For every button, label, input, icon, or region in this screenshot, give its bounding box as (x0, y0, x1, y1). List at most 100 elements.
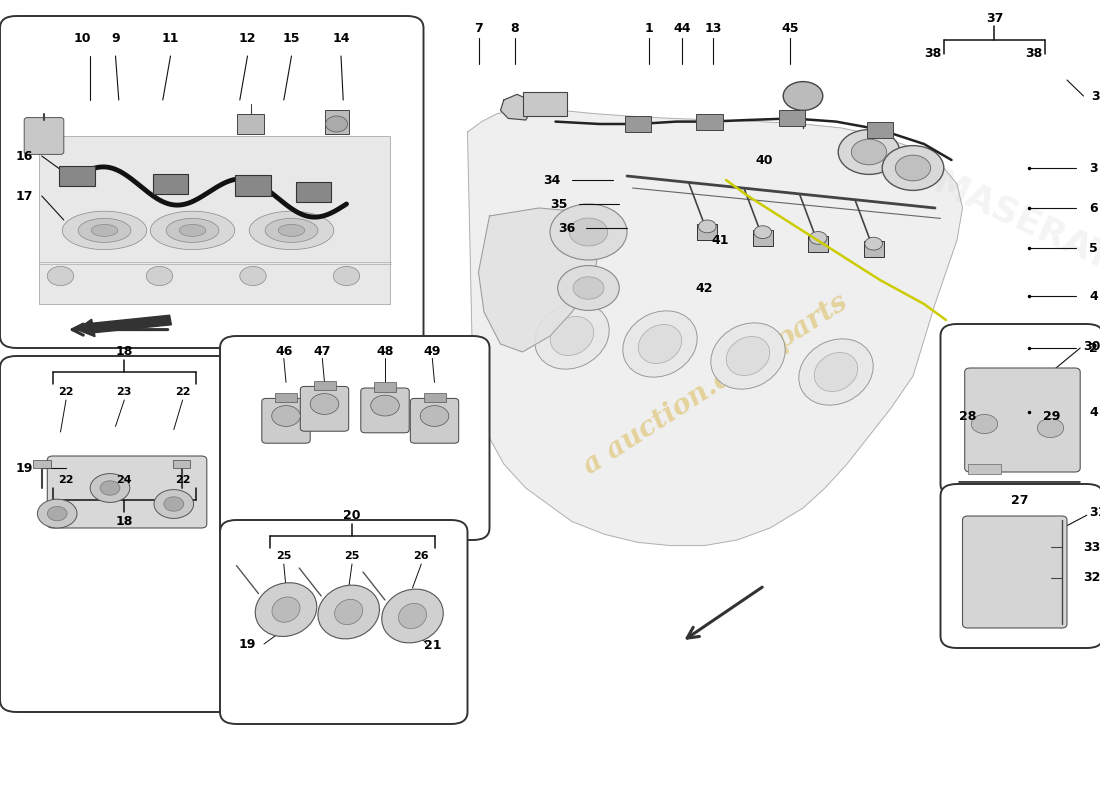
Circle shape (47, 506, 67, 521)
Text: 5: 5 (1089, 242, 1098, 254)
Circle shape (47, 266, 74, 286)
FancyBboxPatch shape (300, 386, 349, 431)
FancyBboxPatch shape (940, 484, 1100, 648)
Text: 4: 4 (1089, 406, 1098, 418)
Text: 34: 34 (543, 174, 561, 186)
Text: 42: 42 (695, 282, 713, 294)
Ellipse shape (382, 589, 443, 643)
Text: 29: 29 (1043, 410, 1060, 422)
Circle shape (272, 406, 300, 426)
Bar (625, 116, 651, 132)
Bar (173, 460, 190, 468)
Ellipse shape (726, 337, 770, 375)
FancyBboxPatch shape (361, 388, 409, 433)
Text: 15: 15 (283, 32, 300, 45)
Ellipse shape (250, 211, 333, 250)
FancyBboxPatch shape (47, 456, 207, 528)
Circle shape (570, 218, 607, 246)
Text: MASERATI: MASERATI (928, 165, 1100, 283)
Text: 2: 2 (1089, 342, 1098, 354)
Text: 23: 23 (117, 387, 132, 397)
Circle shape (333, 266, 360, 286)
Circle shape (838, 130, 900, 174)
Text: 22: 22 (58, 387, 74, 397)
Ellipse shape (711, 323, 785, 389)
Ellipse shape (623, 311, 697, 377)
Text: 24: 24 (117, 475, 132, 485)
Text: 39: 39 (1091, 90, 1100, 102)
Bar (864, 242, 883, 258)
Ellipse shape (91, 224, 118, 237)
Circle shape (573, 277, 604, 299)
Text: 22: 22 (175, 387, 190, 397)
Bar (696, 114, 723, 130)
FancyBboxPatch shape (0, 356, 236, 712)
Circle shape (420, 406, 449, 426)
Text: 9: 9 (111, 32, 120, 45)
FancyBboxPatch shape (262, 398, 310, 443)
Text: 4: 4 (1089, 290, 1098, 302)
Ellipse shape (179, 224, 206, 237)
Circle shape (971, 414, 998, 434)
Bar (867, 122, 893, 138)
Text: 48: 48 (376, 346, 394, 358)
Text: 47: 47 (314, 346, 331, 358)
FancyBboxPatch shape (220, 520, 468, 724)
Circle shape (310, 394, 339, 414)
Bar (324, 110, 349, 134)
Circle shape (550, 204, 627, 260)
Text: 19: 19 (239, 638, 256, 650)
Circle shape (865, 238, 882, 250)
Ellipse shape (550, 317, 594, 355)
Bar (968, 464, 1001, 474)
Bar (235, 175, 271, 196)
Ellipse shape (78, 218, 131, 242)
Bar (752, 230, 772, 246)
FancyBboxPatch shape (962, 516, 1067, 628)
Text: 17: 17 (15, 190, 33, 202)
Circle shape (146, 266, 173, 286)
FancyBboxPatch shape (24, 118, 64, 154)
Text: 20: 20 (343, 509, 361, 522)
Circle shape (882, 146, 944, 190)
Text: 1: 1 (645, 22, 653, 34)
Text: 19: 19 (15, 462, 33, 474)
Ellipse shape (535, 303, 609, 369)
Text: 41: 41 (712, 234, 729, 246)
Text: 10: 10 (74, 32, 91, 45)
Text: 30: 30 (1084, 340, 1100, 353)
Polygon shape (478, 208, 600, 352)
Text: 49: 49 (424, 346, 441, 358)
Text: 8: 8 (510, 22, 519, 34)
Bar (59, 166, 95, 186)
Text: 44: 44 (673, 22, 691, 34)
Text: 33: 33 (1084, 541, 1100, 554)
Circle shape (810, 231, 827, 244)
Text: 12: 12 (239, 32, 256, 45)
Ellipse shape (318, 585, 380, 639)
Text: 6: 6 (1089, 202, 1098, 214)
Bar (697, 224, 717, 240)
Bar (424, 393, 446, 402)
Text: 46: 46 (275, 346, 293, 358)
Circle shape (783, 82, 823, 110)
Text: 35: 35 (550, 198, 568, 210)
Text: 11: 11 (162, 32, 179, 45)
Bar (808, 235, 828, 251)
Bar (153, 174, 188, 194)
Text: 40: 40 (756, 154, 773, 166)
Circle shape (851, 139, 887, 165)
Text: 32: 32 (1084, 571, 1100, 584)
Bar (33, 460, 51, 468)
Bar (779, 110, 805, 126)
Circle shape (1037, 418, 1064, 438)
Circle shape (37, 499, 77, 528)
Text: 27: 27 (1011, 494, 1028, 506)
Text: 25: 25 (344, 551, 360, 561)
Bar (522, 92, 566, 116)
Bar (314, 381, 336, 390)
Circle shape (754, 226, 771, 238)
Circle shape (326, 116, 348, 132)
Text: 25: 25 (276, 551, 292, 561)
Ellipse shape (799, 339, 873, 405)
